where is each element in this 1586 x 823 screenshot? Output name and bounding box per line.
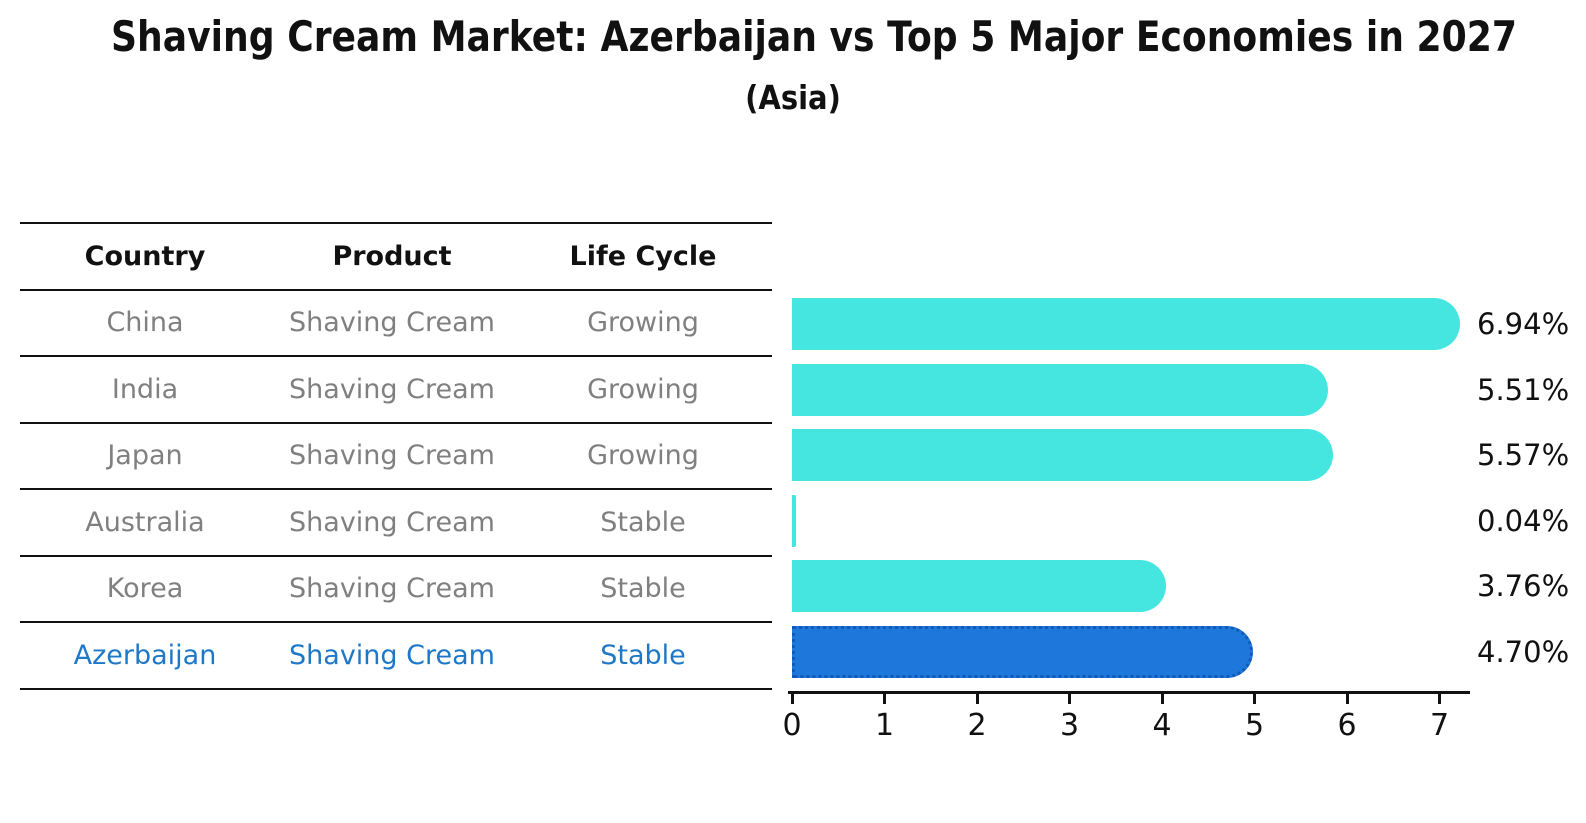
x-axis-line	[788, 691, 1470, 694]
value-label-china: 6.94%	[1477, 307, 1570, 341]
table-row-australia: Australia Shaving Cream Stable	[20, 490, 772, 557]
x-tick-label-4: 4	[1152, 708, 1172, 743]
bar-india	[792, 363, 1328, 416]
cell-product: Shaving Cream	[289, 506, 495, 538]
cell-product: Shaving Cream	[289, 573, 495, 605]
bar-australia	[792, 494, 796, 547]
bar-azerbaijan	[792, 625, 1253, 678]
cell-country: India	[111, 373, 179, 405]
x-tick-label-2: 2	[967, 708, 987, 743]
x-tick-0	[790, 691, 794, 704]
cell-life-cycle: Stable	[600, 573, 686, 605]
table-header-row: Country Product Life Cycle	[20, 224, 772, 291]
x-tick-6	[1345, 691, 1349, 704]
chart-subtitle: (Asia)	[745, 78, 841, 117]
cell-country: Korea	[106, 573, 184, 605]
table-row-japan: Japan Shaving Cream Growing	[20, 424, 772, 490]
cell-life-cycle: Stable	[600, 506, 686, 538]
cell-life-cycle: Growing	[587, 440, 699, 472]
table-row-china: China Shaving Cream Growing	[20, 291, 772, 357]
column-header-life-cycle: Life Cycle	[569, 240, 717, 272]
bar-japan	[792, 429, 1334, 481]
x-tick-label-6: 6	[1337, 708, 1357, 743]
x-tick-7	[1438, 691, 1441, 704]
value-label-azerbaijan: 4.70%	[1477, 634, 1570, 669]
chart-title: Shaving Cream Market: Azerbaijan vs Top …	[111, 12, 1518, 61]
x-tick-4	[1160, 691, 1164, 704]
value-label-korea: 3.76%	[1477, 569, 1570, 603]
cell-country: Azerbaijan	[73, 639, 217, 671]
bar-china	[792, 298, 1460, 350]
table-row-india: India Shaving Cream Growing	[20, 357, 772, 424]
bar-korea	[792, 560, 1166, 612]
x-tick-2	[975, 691, 979, 704]
column-header-product: Product	[332, 240, 452, 272]
country-table: Country Product Life Cycle China Shaving…	[20, 222, 772, 690]
value-label-australia: 0.04%	[1477, 503, 1570, 538]
x-tick-3	[1068, 691, 1071, 704]
value-label-japan: 5.57%	[1477, 438, 1570, 472]
cell-life-cycle: Growing	[587, 373, 699, 405]
cell-product: Shaving Cream	[289, 639, 495, 671]
cell-product: Shaving Cream	[289, 373, 495, 405]
cell-country: China	[106, 307, 184, 339]
table-row-azerbaijan: Azerbaijan Shaving Cream Stable	[20, 623, 772, 690]
x-tick-5	[1253, 691, 1256, 704]
column-header-country: Country	[84, 240, 206, 272]
x-tick-1	[883, 691, 886, 704]
cell-life-cycle: Growing	[587, 307, 699, 339]
cell-country: Japan	[107, 440, 183, 472]
x-tick-label-1: 1	[874, 708, 895, 743]
x-tick-label-0: 0	[782, 708, 802, 743]
cell-product: Shaving Cream	[289, 440, 495, 472]
value-label-india: 5.51%	[1477, 372, 1570, 407]
cell-product: Shaving Cream	[289, 307, 495, 339]
table-row-korea: Korea Shaving Cream Stable	[20, 557, 772, 623]
cell-country: Australia	[85, 506, 205, 538]
x-tick-label-5: 5	[1244, 708, 1265, 743]
cell-life-cycle: Stable	[600, 639, 686, 671]
x-tick-label-7: 7	[1429, 708, 1450, 743]
x-tick-label-3: 3	[1059, 708, 1080, 743]
